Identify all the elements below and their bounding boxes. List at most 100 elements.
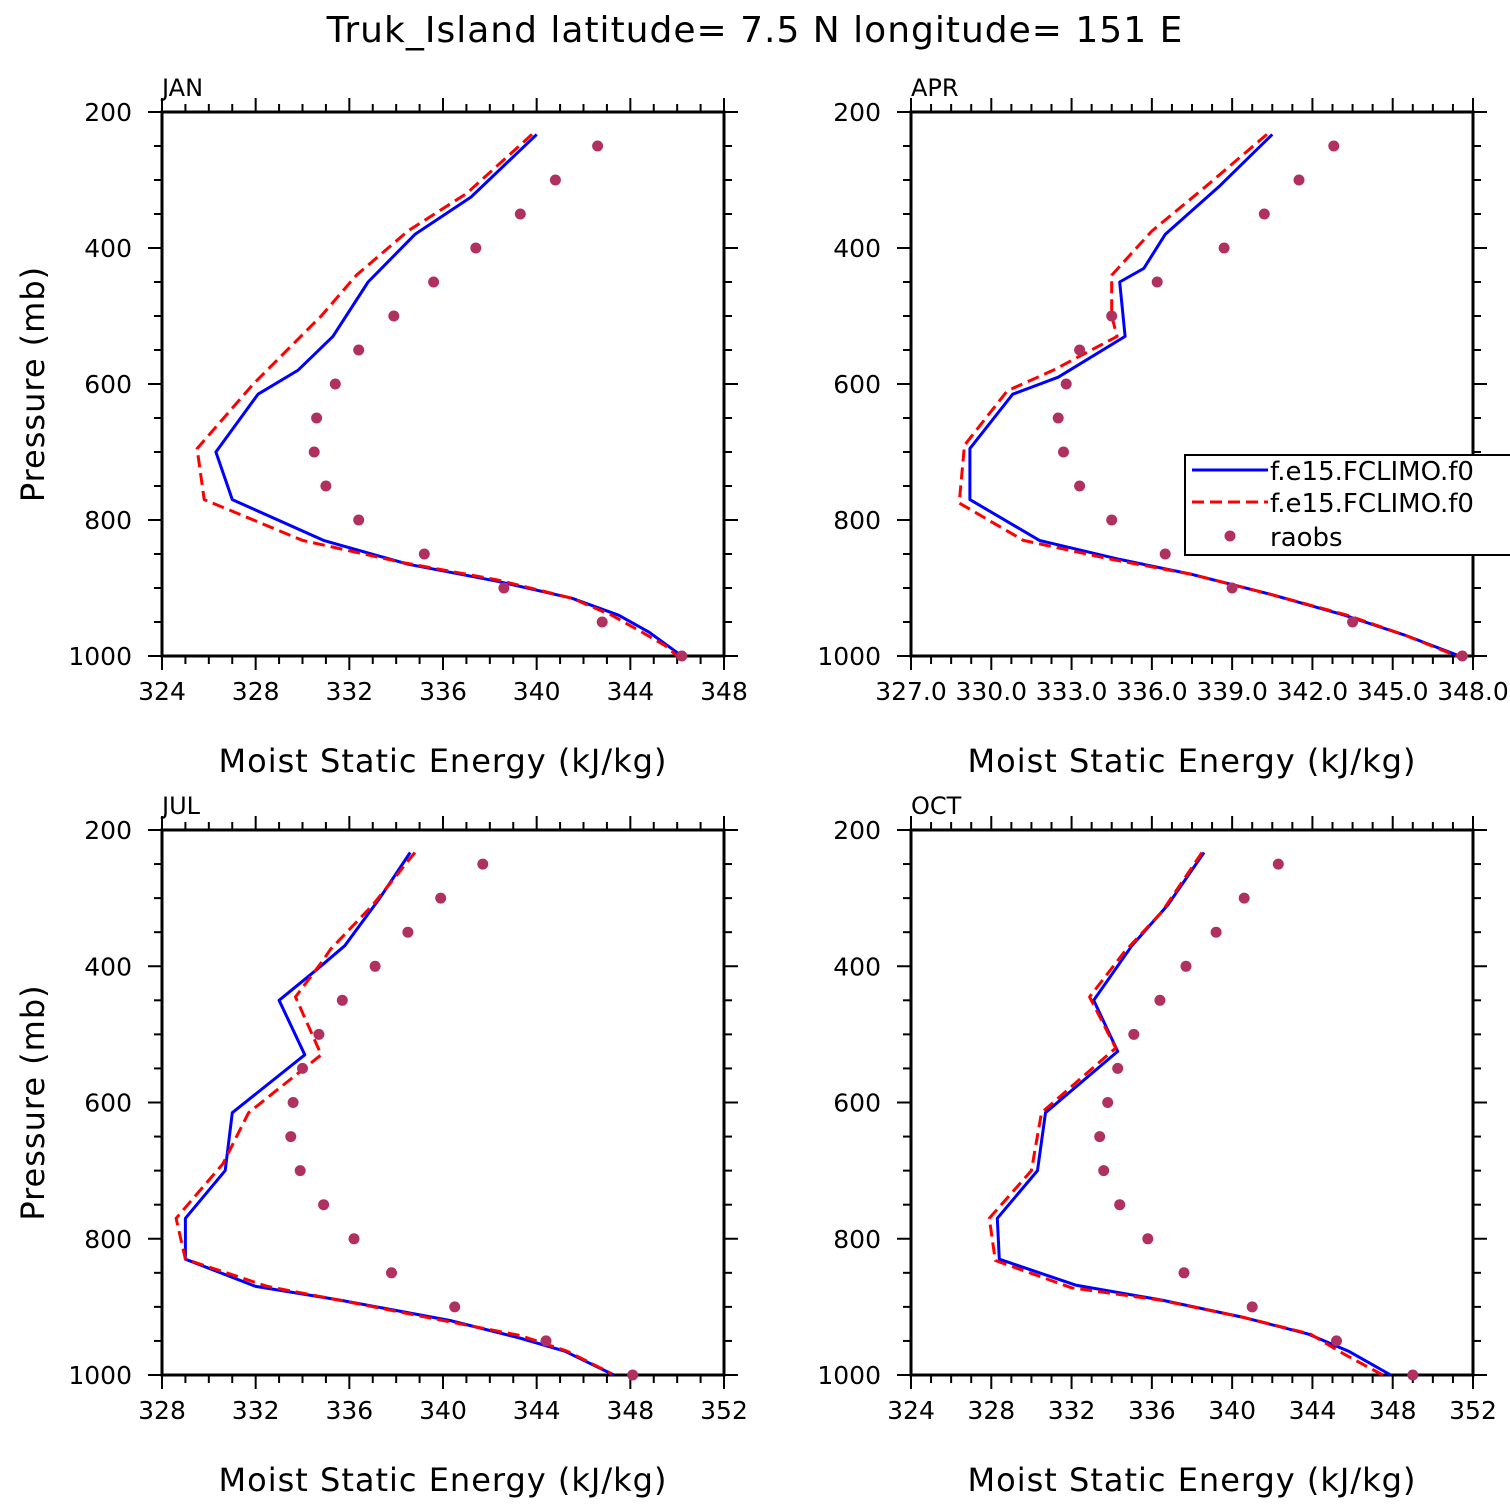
raobs-point bbox=[1272, 858, 1284, 870]
raobs-point bbox=[1102, 1097, 1114, 1108]
raobs-point bbox=[676, 650, 688, 662]
x-tick-label: 336.0 bbox=[1116, 677, 1188, 706]
raobs-point bbox=[435, 892, 447, 904]
raobs-point bbox=[402, 926, 414, 938]
raobs-point bbox=[1293, 174, 1305, 186]
raobs-point bbox=[336, 994, 348, 1006]
panel-oct: OCT 324 328 332 336 340 344 348 352 200 400 600 800 1… bbox=[817, 792, 1496, 1499]
raobs-point bbox=[1258, 208, 1270, 220]
raobs-point bbox=[1218, 242, 1230, 254]
raobs-point bbox=[1128, 1028, 1140, 1040]
panel-title: OCT bbox=[911, 792, 962, 820]
raobs-point bbox=[329, 378, 341, 390]
y-tick-label: 800 bbox=[84, 506, 132, 535]
x-tick-label: 352 bbox=[700, 1396, 748, 1425]
raobs-point bbox=[627, 1369, 639, 1381]
x-tick-label: 332 bbox=[232, 1396, 280, 1425]
raobs-point bbox=[514, 208, 526, 220]
y-tick-label: 600 bbox=[833, 370, 881, 399]
raobs-point bbox=[353, 514, 365, 526]
y-tick-label: 1000 bbox=[817, 642, 881, 671]
y-tick-label: 400 bbox=[84, 234, 132, 263]
y-axis-label: Pressure (mb) bbox=[14, 984, 52, 1220]
x-tick-label: 348 bbox=[1369, 1396, 1417, 1425]
raobs-point bbox=[1210, 926, 1222, 938]
y-tick-label: 1000 bbox=[68, 642, 132, 671]
series-line-model-2 bbox=[174, 851, 613, 1375]
raobs-point bbox=[592, 140, 604, 152]
raobs-point bbox=[1331, 1335, 1342, 1347]
legend-label: f.e15.FCLIMO.f0 bbox=[1270, 457, 1474, 487]
legend: f.e15.FCLIMO.f0f.e15.FCLIMO.f0 raobs bbox=[1184, 454, 1510, 556]
y-tick-label: 800 bbox=[833, 506, 881, 535]
raobs-point bbox=[318, 1199, 330, 1211]
x-tick-label: 324 bbox=[887, 1396, 935, 1425]
raobs-point bbox=[1112, 1062, 1124, 1074]
raobs-point bbox=[388, 310, 400, 322]
series-line-model-2 bbox=[957, 133, 1458, 658]
raobs-point bbox=[1347, 616, 1359, 628]
raobs-point bbox=[540, 1335, 552, 1347]
y-tick-label: 800 bbox=[833, 1225, 881, 1254]
raobs-point bbox=[1094, 1131, 1106, 1143]
y-tick-label: 800 bbox=[84, 1225, 132, 1254]
x-tick-label: 330.0 bbox=[955, 677, 1027, 706]
x-tick-label: 344 bbox=[1289, 1396, 1337, 1425]
series-line-model-2 bbox=[195, 133, 679, 658]
raobs-point bbox=[1060, 378, 1072, 390]
raobs-point bbox=[1456, 650, 1468, 662]
y-tick-label: 1000 bbox=[817, 1361, 881, 1390]
x-tick-label: 336 bbox=[1128, 1396, 1176, 1425]
x-tick-label: 345.0 bbox=[1357, 677, 1429, 706]
x-tick-label: 348.0 bbox=[1437, 677, 1509, 706]
plot-frame bbox=[160, 110, 726, 658]
x-tick-label: 332 bbox=[325, 677, 373, 706]
series-line-model-1 bbox=[214, 133, 683, 658]
raobs-point bbox=[1114, 1199, 1126, 1211]
raobs-point bbox=[1074, 480, 1086, 492]
raobs-point bbox=[348, 1233, 360, 1245]
raobs-point bbox=[386, 1267, 397, 1279]
chart-title: Truk_Island latitude= 7.5 N longitude= 1… bbox=[326, 10, 1184, 51]
x-tick-label: 328 bbox=[138, 1396, 186, 1425]
panel-jan: JAN 324 328 332 336 340 344 348 200 400 600 800 1000… bbox=[14, 74, 748, 780]
raobs-point bbox=[1098, 1165, 1110, 1177]
series-line-model-1 bbox=[968, 133, 1461, 658]
y-tick-label: 400 bbox=[84, 952, 132, 981]
raobs-point bbox=[1246, 1301, 1258, 1313]
raobs-point bbox=[1178, 1267, 1190, 1279]
raobs-point bbox=[1238, 892, 1250, 904]
x-axis-label: Moist Static Energy (kJ/kg) bbox=[219, 742, 668, 780]
x-tick-label: 342.0 bbox=[1277, 677, 1349, 706]
y-tick-label: 200 bbox=[84, 816, 132, 845]
x-axis-label: Moist Static Energy (kJ/kg) bbox=[219, 1461, 668, 1499]
x-tick-label: 336 bbox=[325, 1396, 373, 1425]
x-tick-label: 324 bbox=[138, 677, 186, 706]
panel-title: JUL bbox=[160, 792, 201, 820]
y-axis-label: Pressure (mb) bbox=[14, 266, 52, 502]
x-tick-label: 344 bbox=[606, 677, 654, 706]
x-tick-label: 340 bbox=[513, 677, 561, 706]
raobs-point bbox=[320, 480, 332, 492]
raobs-point bbox=[1106, 310, 1118, 322]
y-tick-label: 600 bbox=[833, 1089, 881, 1118]
raobs-point bbox=[369, 960, 381, 972]
raobs-point bbox=[287, 1097, 299, 1108]
raobs-point bbox=[308, 446, 320, 458]
series-line-model-2 bbox=[987, 851, 1384, 1377]
raobs-point bbox=[1407, 1369, 1419, 1381]
raobs-point bbox=[1142, 1233, 1154, 1245]
legend-label: raobs bbox=[1270, 523, 1343, 553]
x-tick-label: 348 bbox=[700, 677, 748, 706]
x-axis-label: Moist Static Energy (kJ/kg) bbox=[968, 742, 1417, 780]
panel-jul: JUL 328 332 336 340 344 348 352 200 400 600 800 1000… bbox=[14, 792, 748, 1499]
series-line-model-1 bbox=[995, 851, 1392, 1377]
x-axis-label: Moist Static Energy (kJ/kg) bbox=[968, 1461, 1417, 1499]
raobs-point bbox=[596, 616, 608, 628]
legend-swatch-raobs bbox=[1224, 530, 1236, 542]
raobs-point bbox=[353, 344, 365, 356]
x-tick-label: 327.0 bbox=[875, 677, 947, 706]
plot-frame bbox=[909, 828, 1475, 1377]
raobs-point bbox=[1074, 344, 1086, 356]
